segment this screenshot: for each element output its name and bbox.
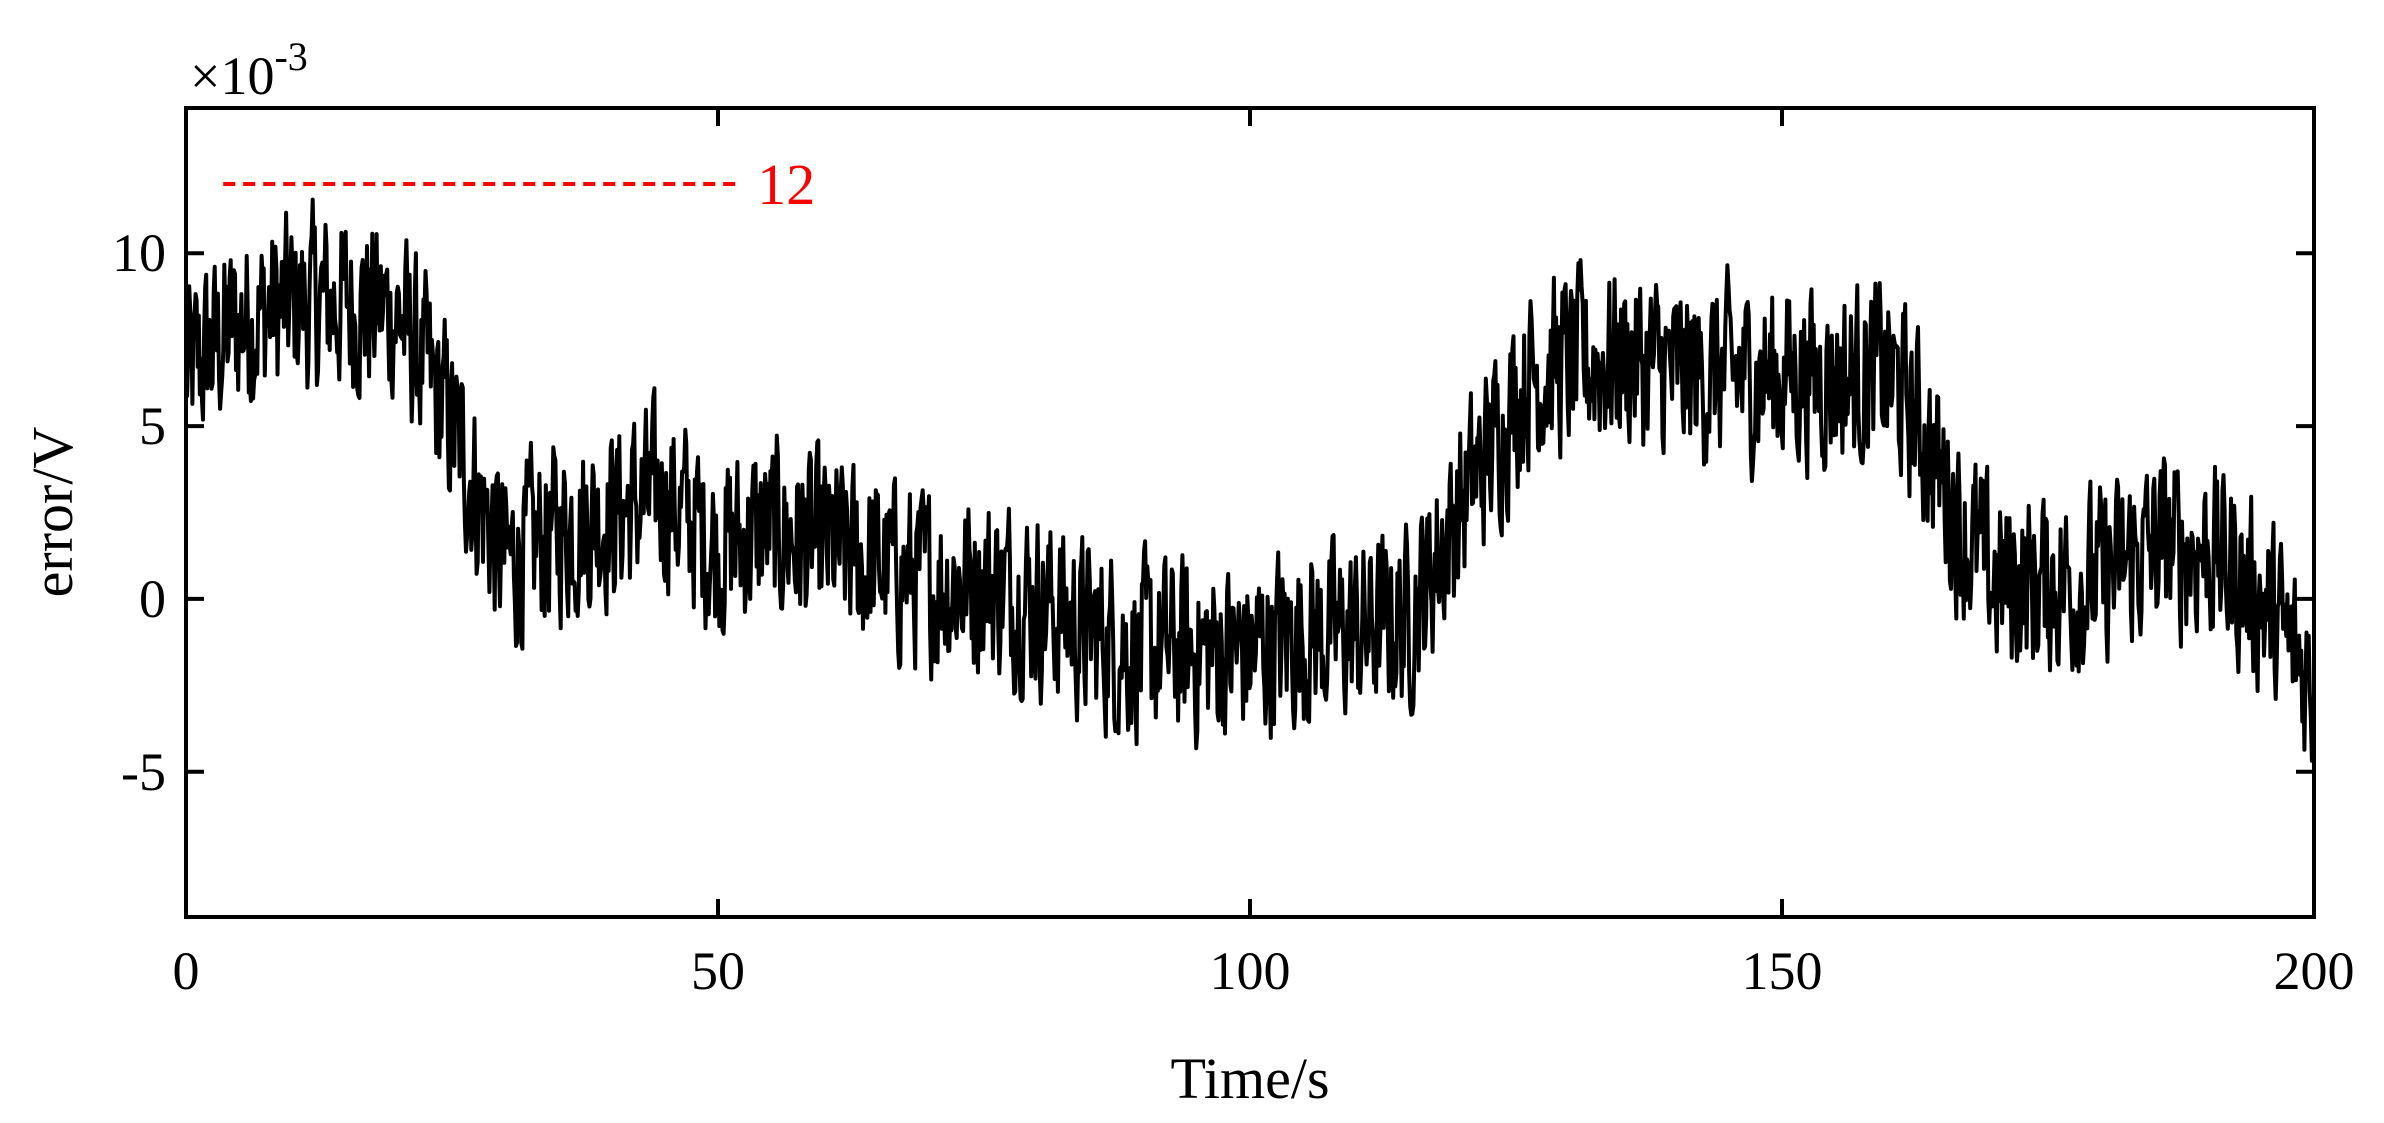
y-multiplier-exponent: -3 <box>274 34 307 79</box>
y-tick-label: 5 <box>139 396 166 456</box>
annotation-label: 12 <box>757 152 815 217</box>
series-line <box>186 197 2314 763</box>
x-tick-label: 50 <box>691 941 745 1001</box>
x-tick-label: 0 <box>173 941 200 1001</box>
x-tick-label: 200 <box>2274 941 2355 1001</box>
axis-ticks: 0 50 100 150 200 -5 0 5 10 <box>112 108 2355 1001</box>
y-tick-label: 0 <box>139 569 166 629</box>
x-axis-title: Time/s <box>1170 1046 1329 1111</box>
x-tick-label: 100 <box>1210 941 1291 1001</box>
y-multiplier-label: ×10-3 <box>190 34 308 106</box>
plot-frame <box>184 106 2316 919</box>
y-tick-label: 10 <box>112 223 166 283</box>
y-axis-title: error/V <box>20 427 85 598</box>
y-tick-label: -5 <box>121 742 166 802</box>
x-tick-label: 150 <box>1742 941 1823 1001</box>
